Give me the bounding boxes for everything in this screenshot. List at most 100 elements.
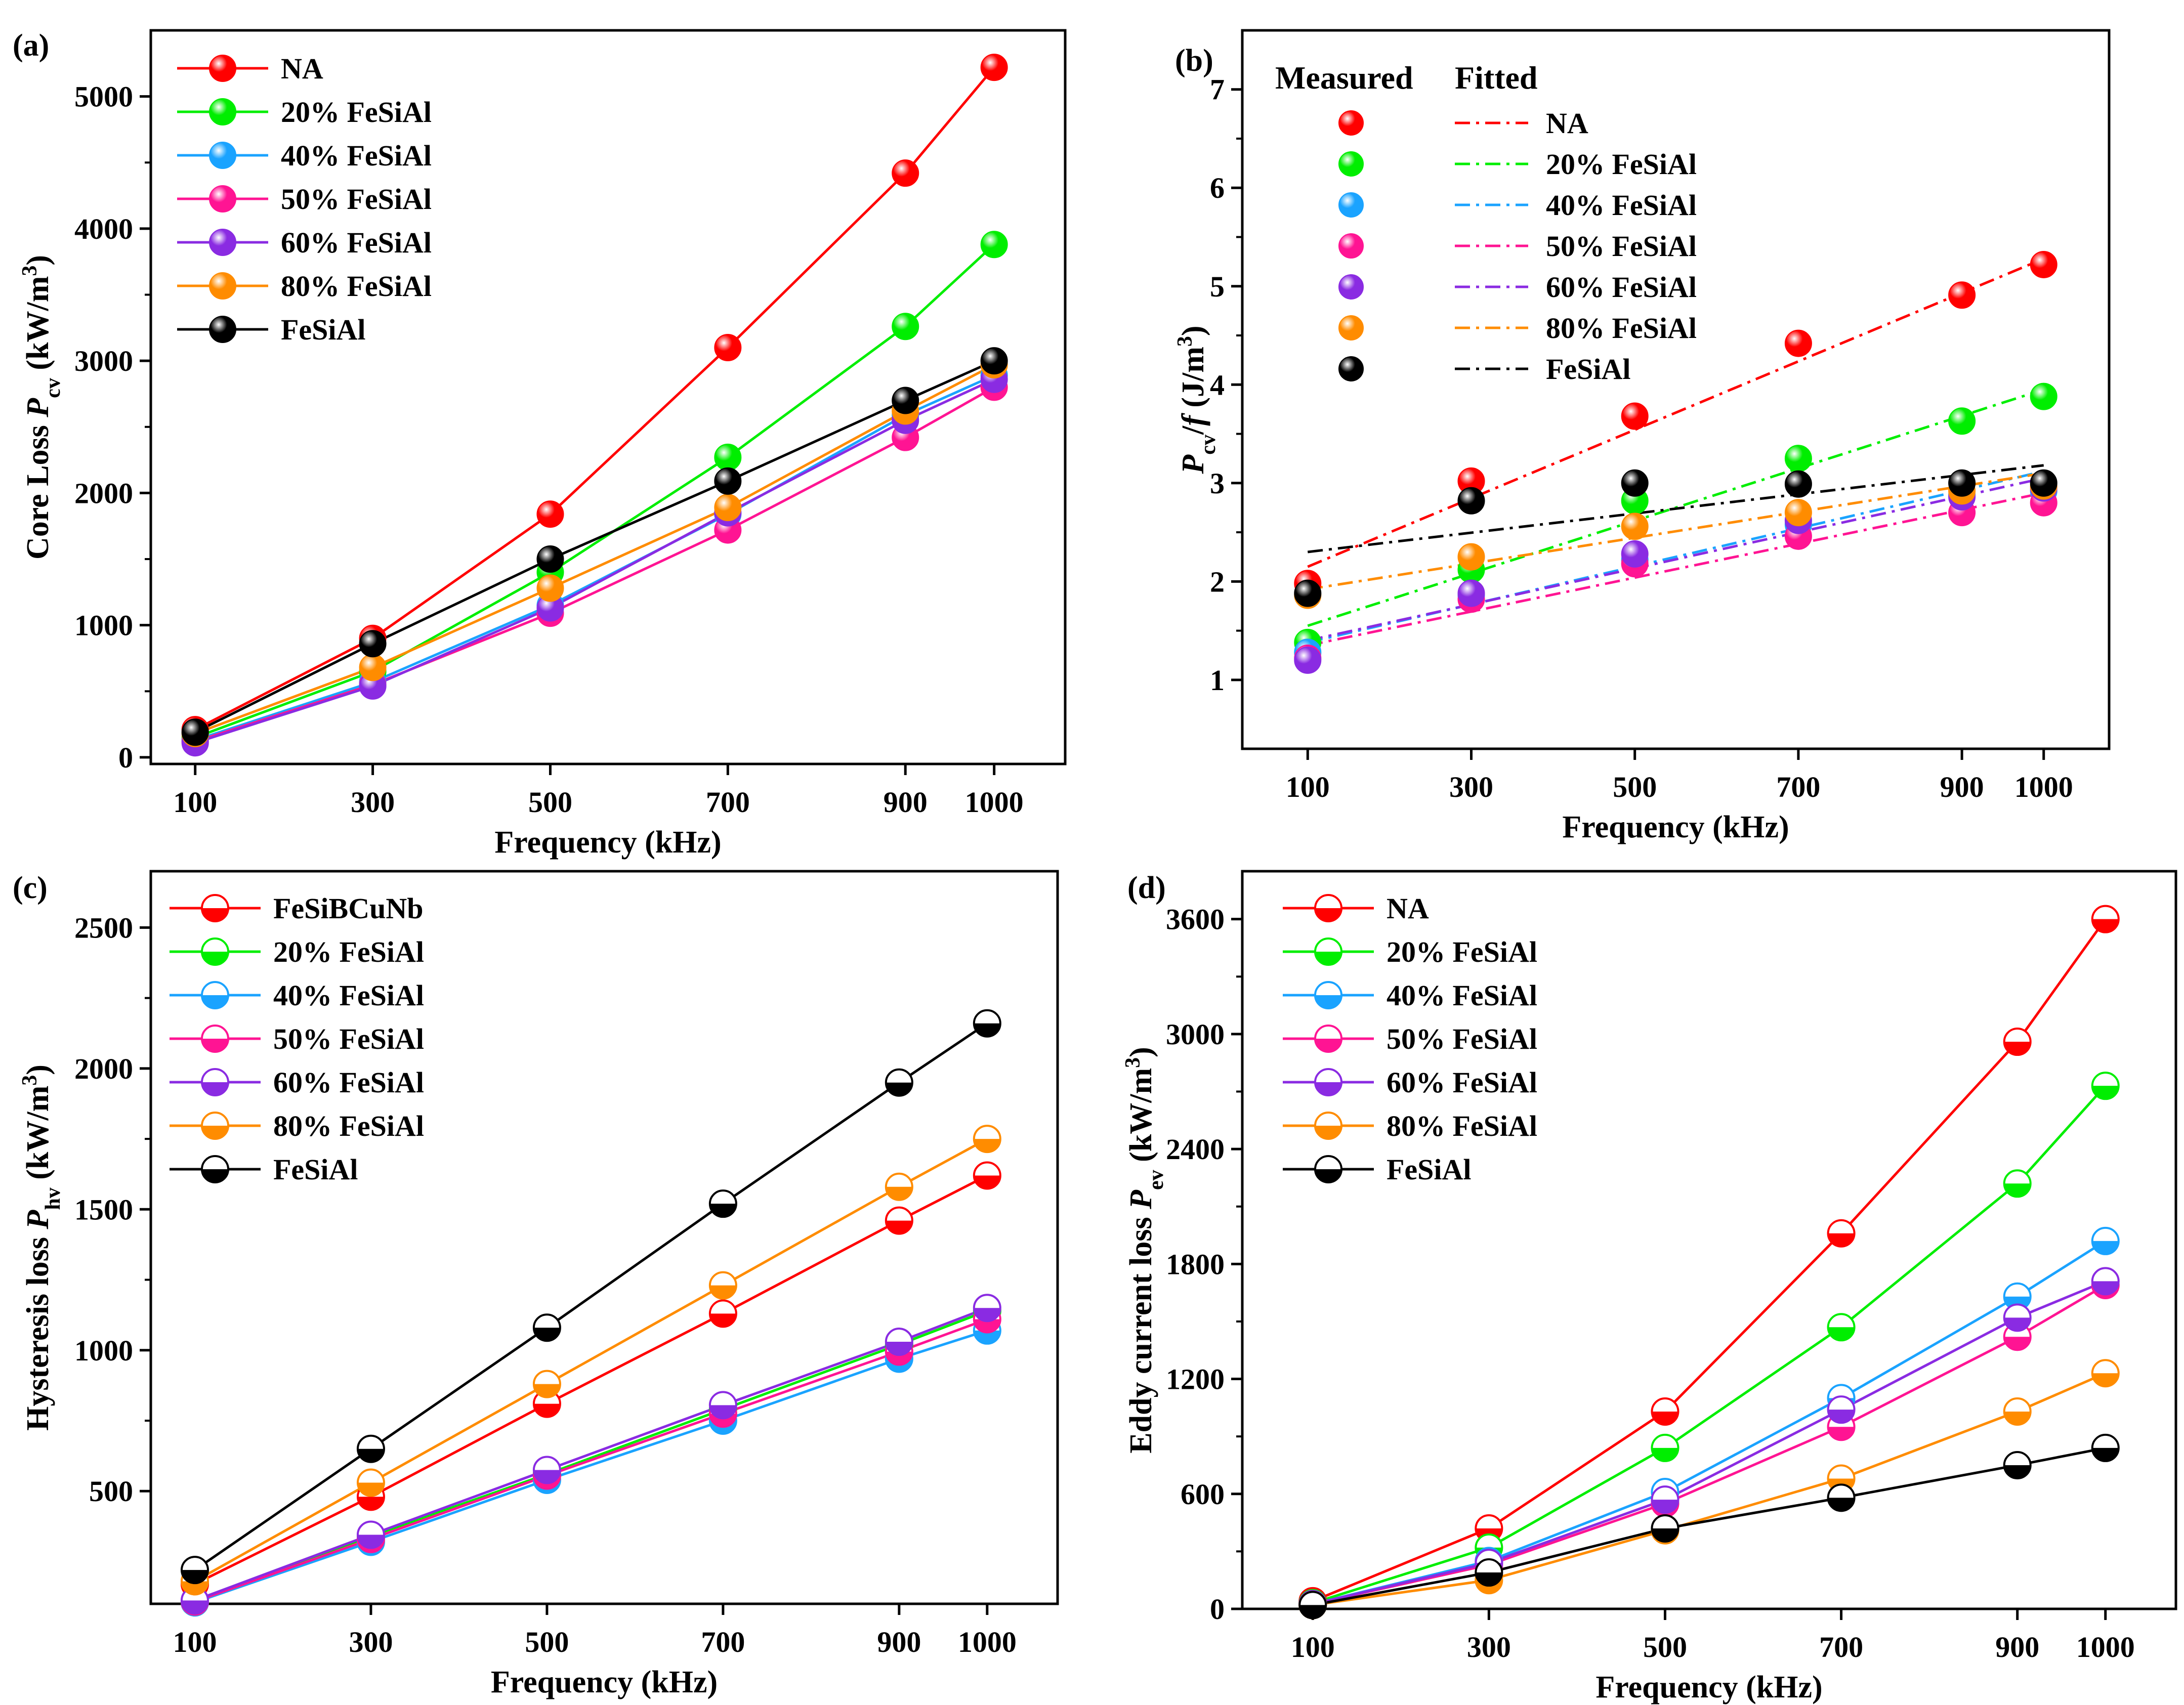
point-fesial [536,545,564,573]
series-line-20pct-fesial [1312,1085,2107,1605]
legend-marker [1314,1025,1342,1053]
point-na [2003,1028,2032,1056]
point-80pct-fesial [1621,513,1649,540]
point-fesial-fill [1652,1528,1678,1542]
legend-label: 80% FeSiAl [273,1110,424,1142]
legend-marker [1338,233,1364,259]
legend-label: 40% FeSiAl [1387,979,1537,1012]
legend-marker [209,98,236,125]
point-60pct-fesial [1827,1395,1856,1424]
series-line-80pct-fesial [194,1137,988,1583]
legend-marker [1314,1112,1342,1140]
y-axis-title-part: Eddy current loss [1124,1209,1158,1454]
x-tick-label: 700 [706,786,750,819]
y-tick-label: 0 [1210,1593,1225,1626]
legend-header-fitted: Fitted [1455,60,1538,96]
legend-item-80pct-fesial: 80% FeSiAl [1338,312,1697,345]
legend-item-fesial: FeSiAl [170,1153,358,1186]
legend-marker [1338,315,1364,340]
x-tick-label: 900 [877,1626,921,1658]
y-axis-title-part: Hysteresis loss [21,1229,55,1430]
y-axis-unit: ) [1176,325,1210,336]
y-axis-superscript: 3 [1173,336,1197,347]
point-fesial-fill [974,1023,1000,1037]
legend-marker [1314,937,1342,966]
point-20pct-fesial [714,443,742,471]
point-80pct-fesial [885,1172,913,1201]
point-60pct-fesial [532,1456,561,1484]
series-line-fesibcunb [194,1174,988,1586]
point-80pct-fesial [1457,543,1485,571]
legend-marker [1314,894,1342,922]
point-fesial-fill [709,1204,736,1217]
point-80pct-fesial [359,654,387,681]
point-na [1651,1397,1679,1426]
x-tick-label: 900 [884,786,928,819]
y-tick-label: 4000 [74,212,133,245]
point-20pct-fesial [1784,445,1812,473]
y-tick-label: 3 [1210,467,1225,500]
y-axis-title-part: Core Loss [21,417,55,560]
point-fesial-fill [1828,1498,1855,1511]
y-tick-label: 2 [1210,565,1225,598]
legend-marker-fill [1315,908,1341,921]
fit-line-60pct-fesial [1307,477,2044,642]
point-60pct-fesial-fill [886,1342,912,1355]
legend-item-fesial: FeSiAl [1283,1153,1472,1186]
x-tick-label: 1000 [958,1626,1017,1658]
y-tick-label: 1800 [1166,1248,1225,1281]
legend-marker [209,316,236,343]
legend-marker-fill [1315,952,1341,965]
point-20pct-fesial [2091,1072,2120,1100]
point-20pct-fesial-fill [1652,1447,1678,1461]
point-fesial [1457,487,1485,515]
y-axis-superscript: 3 [18,266,41,276]
point-60pct-fesial-fill [974,1308,1000,1322]
panel-d: (d) 100 300 500 700 900 1000 0 600 1200 1800 2400 30… [1121,870,2177,1704]
legend-header-measured: Measured [1275,60,1413,96]
y-tick-label: 1200 [1166,1363,1225,1396]
series-line-60pct-fesial [194,1306,988,1602]
point-80pct-fesial-fill [533,1384,560,1397]
legend-marker-fill [202,1169,228,1182]
point-fesial-fill [886,1082,912,1096]
point-60pct-fesial-fill [1652,1500,1678,1513]
point-na [714,334,742,362]
y-axis-divider: / [1176,425,1210,435]
point-80pct-fesial [714,494,742,522]
point-fesial [980,347,1008,375]
y-tick-label: 500 [89,1475,133,1508]
point-fesial [359,630,387,658]
x-axis-title: Frequency (kHz) [494,825,721,860]
legend-item-80pct-fesial: 80% FeSiAl [1283,1110,1537,1142]
point-80pct-fesial-fill [357,1482,384,1496]
x-tick-label: 100 [173,1626,217,1658]
point-fesibcunb [708,1299,737,1328]
y-tick-label: 2000 [74,477,133,509]
legend-marker-fill [1315,1039,1341,1052]
x-tick-label: 500 [525,1626,569,1658]
point-fesial [1948,469,1976,497]
series-line-50pct-fesial [194,1318,988,1603]
point-40pct-fesial-fill [974,1330,1000,1344]
fit-line-na [1307,257,2044,568]
y-tick-label: 4 [1210,368,1225,401]
legend-label: NA [1546,107,1588,140]
point-60pct-fesial [2091,1267,2120,1296]
legend-item-60pct-fesial: 60% FeSiAl [177,226,432,259]
x-tick-label: 1000 [2076,1631,2135,1664]
legend-marker [1338,192,1364,218]
panel-label: (d) [1127,871,1166,905]
point-80pct-fesial-fill [974,1139,1000,1153]
y-tick-label: 1000 [74,609,133,642]
y-axis-symbol: P [21,398,55,418]
point-20pct-fesial-fill [2004,1183,2031,1197]
point-60pct-fesial-fill [357,1534,384,1548]
y-axis-superscript: 3 [18,1075,41,1086]
fit-line-80pct-fesial [1307,472,2044,591]
x-tick-label: 100 [1286,771,1330,803]
panel-b: (b) 100 300 500 700 900 1000 1 2 3 4 5 6 7 Frequency (… [1173,29,2111,844]
point-60pct-fesial-fill [1828,1410,1855,1423]
point-fesial-fill [2004,1465,2031,1478]
legend-marker [1338,274,1364,300]
